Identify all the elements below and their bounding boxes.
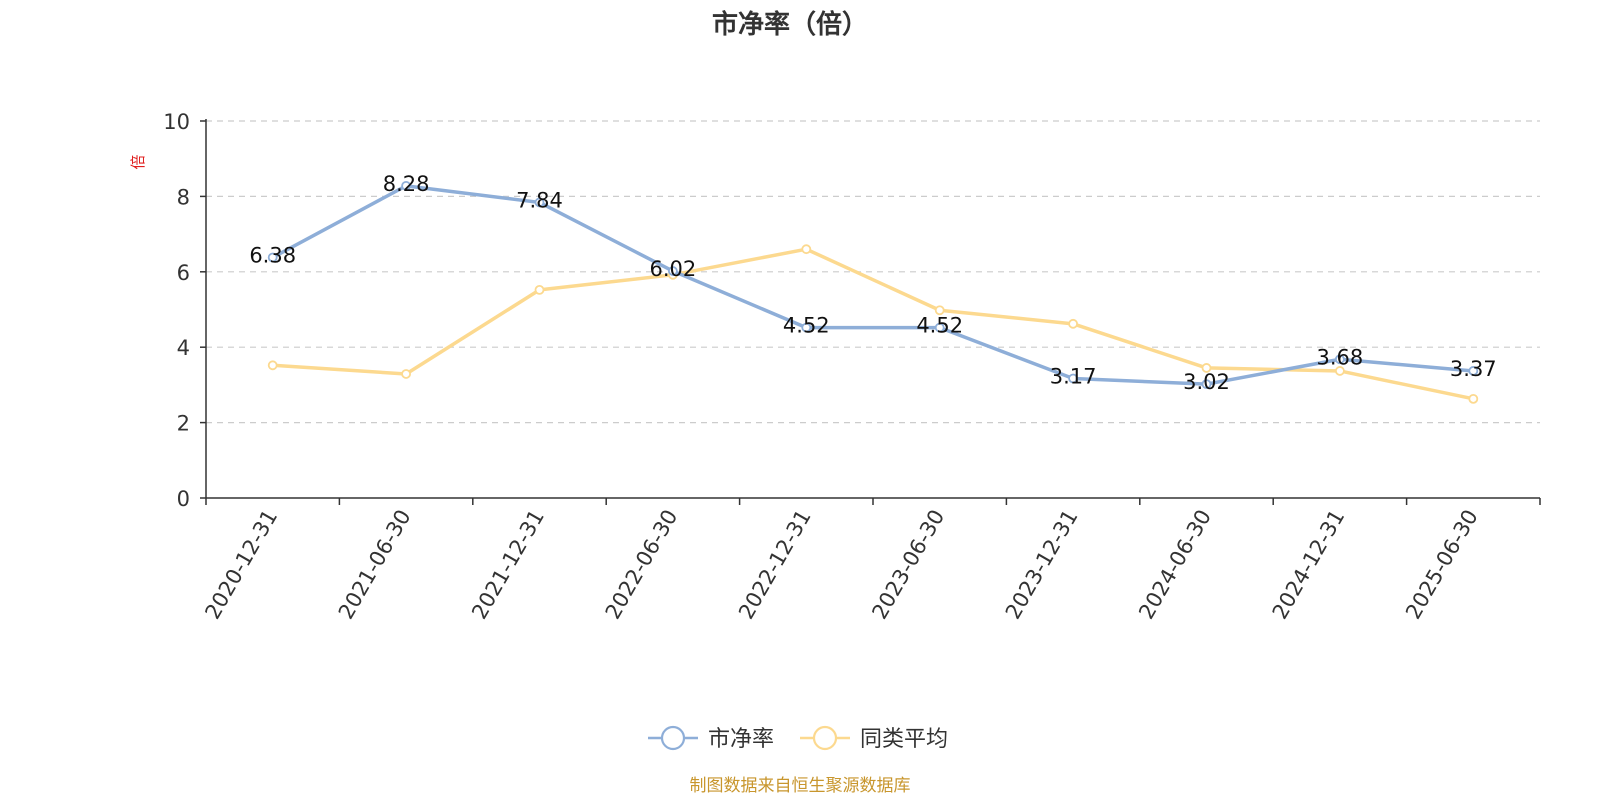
series-line [272, 247, 1474, 401]
y-axis: 0 2 4 6 8 10 [163, 110, 207, 511]
x-tick-label: 2025-06-30 [1401, 506, 1483, 624]
x-axis: 2020-12-31 2021-06-30 2021-12-31 2022-06-30… [200, 497, 1541, 624]
data-label: 4.52 [916, 314, 963, 338]
legend-marker [660, 725, 686, 751]
data-label: 8.28 [383, 172, 430, 196]
y-tick-label: 10 [163, 110, 190, 134]
data-point[interactable] [801, 322, 812, 333]
x-tick-label: 2022-12-31 [734, 506, 816, 624]
x-tick-label: 2024-06-30 [1134, 506, 1216, 624]
data-label: 3.02 [1183, 370, 1230, 394]
legend-item-2[interactable]: 同类平均 [800, 725, 948, 752]
data-label: 6.38 [249, 243, 296, 267]
x-tick-label: 2020-12-31 [200, 506, 282, 624]
y-tick-label: 2 [177, 412, 190, 436]
data-point[interactable] [934, 322, 945, 333]
x-tick-label: 2023-06-30 [867, 505, 949, 623]
data-point[interactable] [1068, 373, 1078, 384]
legend-label: 市净率 [708, 727, 774, 752]
grid-lines [206, 120, 1540, 424]
data-label: 3.68 [1317, 345, 1364, 369]
data-label: 4.52 [783, 314, 830, 338]
data-point[interactable] [934, 305, 945, 316]
data-point[interactable] [1468, 366, 1479, 376]
x-tick-label: 2022-06-30 [601, 506, 683, 624]
y-tick-label: 4 [177, 336, 190, 360]
legend[interactable]: 市净率 同类平均 [648, 725, 948, 752]
y-tick-label: 6 [177, 261, 190, 285]
x-tick-label: 2021-06-30 [334, 505, 416, 623]
data-point[interactable] [801, 244, 812, 255]
legend-label: 同类平均 [860, 727, 948, 752]
data-point[interactable] [1201, 363, 1212, 373]
data-point[interactable] [1335, 354, 1345, 365]
y-axis-unit: 倍 [129, 154, 147, 169]
data-point[interactable] [534, 284, 545, 295]
data-label: 7.84 [516, 188, 563, 212]
data-point[interactable] [1468, 393, 1479, 404]
x-tick-label: 2023-12-31 [1001, 506, 1083, 624]
data-point[interactable] [534, 197, 545, 208]
data-point[interactable] [401, 180, 412, 191]
data-point[interactable] [668, 266, 678, 276]
source-note: 制图数据来自恒生聚源数据库 [690, 776, 911, 796]
data-point[interactable] [401, 369, 412, 379]
legend-marker [812, 725, 838, 751]
data-labels: 6.38 8.28 7.84 6.02 4.52 4.52 3.17 3.02 3.68 3.37 [249, 172, 1496, 394]
data-label: 6.02 [650, 257, 697, 281]
data-point[interactable] [1068, 318, 1078, 329]
chart-title: 市净率（倍） [712, 9, 868, 40]
data-point[interactable] [1335, 366, 1345, 376]
series-1 [267, 180, 1479, 390]
series-layer [267, 180, 1479, 404]
x-tick-label: 2024-12-31 [1268, 506, 1350, 624]
x-tick-label: 2021-12-31 [467, 506, 549, 624]
series-2 [267, 244, 1479, 404]
data-point[interactable] [267, 252, 278, 263]
legend-item-1[interactable]: 市净率 [648, 725, 774, 752]
data-label: 3.17 [1050, 364, 1097, 388]
data-label: 3.37 [1450, 357, 1497, 381]
data-point[interactable] [1201, 379, 1212, 390]
y-tick-label: 8 [177, 185, 190, 209]
series-line [271, 184, 1474, 386]
y-tick-label: 0 [177, 487, 190, 511]
data-point[interactable] [267, 360, 278, 371]
